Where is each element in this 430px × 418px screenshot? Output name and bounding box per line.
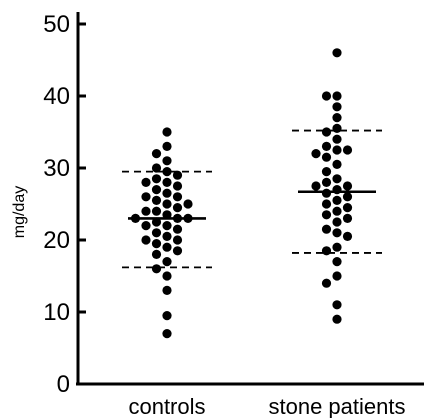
data-point bbox=[332, 159, 342, 169]
data-point bbox=[321, 91, 332, 101]
data-point bbox=[162, 177, 172, 187]
data-point bbox=[151, 195, 162, 205]
y-tick-label: 20 bbox=[43, 227, 70, 254]
data-point bbox=[321, 246, 332, 256]
data-point bbox=[332, 102, 342, 112]
data-point bbox=[321, 127, 332, 137]
data-points bbox=[130, 48, 353, 339]
data-point bbox=[162, 141, 172, 151]
data-point bbox=[141, 192, 151, 202]
data-point bbox=[311, 181, 321, 191]
data-point bbox=[321, 167, 332, 177]
data-point bbox=[332, 195, 342, 205]
data-point bbox=[332, 228, 342, 238]
data-point bbox=[342, 145, 353, 155]
data-point bbox=[162, 167, 172, 177]
y-tick-label: 40 bbox=[43, 83, 70, 110]
data-point bbox=[172, 170, 183, 180]
data-point bbox=[162, 329, 172, 339]
data-point bbox=[151, 264, 162, 274]
data-point bbox=[151, 185, 162, 195]
data-point bbox=[151, 249, 162, 259]
data-point bbox=[172, 246, 183, 256]
data-point bbox=[332, 314, 342, 324]
data-point bbox=[332, 174, 342, 184]
y-axis-title: mg/day bbox=[11, 186, 28, 238]
data-point bbox=[151, 228, 162, 238]
x-category-label: controls bbox=[128, 394, 205, 418]
data-point bbox=[321, 141, 332, 151]
data-point bbox=[151, 163, 162, 173]
data-point bbox=[321, 224, 332, 234]
data-point bbox=[332, 206, 342, 216]
data-point bbox=[332, 113, 342, 123]
data-point bbox=[332, 145, 342, 155]
data-point bbox=[172, 224, 183, 234]
data-point bbox=[151, 174, 162, 184]
data-point bbox=[162, 257, 172, 267]
data-point bbox=[151, 239, 162, 249]
y-tick-label: 0 bbox=[57, 371, 70, 398]
data-point bbox=[332, 48, 342, 58]
data-point bbox=[342, 192, 353, 202]
data-point bbox=[141, 177, 151, 187]
mean-sd-lines bbox=[122, 129, 382, 269]
y-tick-label: 50 bbox=[43, 11, 70, 38]
data-point bbox=[311, 149, 321, 159]
data-point bbox=[162, 199, 172, 209]
data-point bbox=[332, 217, 342, 227]
data-point bbox=[332, 123, 342, 133]
data-point bbox=[151, 206, 162, 216]
data-point bbox=[162, 311, 172, 321]
data-point bbox=[332, 257, 342, 267]
data-point bbox=[332, 300, 342, 310]
data-point bbox=[162, 221, 172, 231]
x-category-label: stone patients bbox=[269, 394, 406, 418]
data-point bbox=[151, 149, 162, 159]
data-point bbox=[162, 188, 172, 198]
data-point bbox=[141, 221, 151, 231]
data-point bbox=[332, 134, 342, 144]
chart-axes bbox=[76, 12, 424, 386]
data-point bbox=[321, 188, 332, 198]
y-ticks: 0 10 20 30 40 50 bbox=[43, 11, 86, 398]
y-tick-label: 30 bbox=[43, 155, 70, 182]
data-point bbox=[183, 199, 193, 209]
data-point bbox=[342, 203, 353, 213]
data-point bbox=[342, 231, 353, 241]
data-point bbox=[162, 231, 172, 241]
data-point bbox=[342, 213, 353, 223]
data-point bbox=[332, 91, 342, 101]
x-category-labels: controls stone patients bbox=[128, 394, 405, 418]
data-point bbox=[321, 152, 332, 162]
y-tick-label: 10 bbox=[43, 299, 70, 326]
data-point bbox=[162, 285, 172, 295]
data-point bbox=[321, 210, 332, 220]
data-point bbox=[172, 203, 183, 213]
data-point bbox=[162, 127, 172, 137]
data-point bbox=[321, 278, 332, 288]
data-point bbox=[172, 235, 183, 245]
data-point bbox=[332, 242, 342, 252]
data-point bbox=[141, 235, 151, 245]
data-point bbox=[342, 181, 353, 191]
data-point bbox=[321, 199, 332, 209]
data-point bbox=[162, 271, 172, 281]
data-point bbox=[141, 206, 151, 216]
data-point bbox=[172, 181, 183, 191]
data-point bbox=[162, 156, 172, 166]
data-point bbox=[332, 271, 342, 281]
data-point bbox=[162, 242, 172, 252]
data-point bbox=[321, 177, 332, 187]
data-point bbox=[172, 192, 183, 202]
